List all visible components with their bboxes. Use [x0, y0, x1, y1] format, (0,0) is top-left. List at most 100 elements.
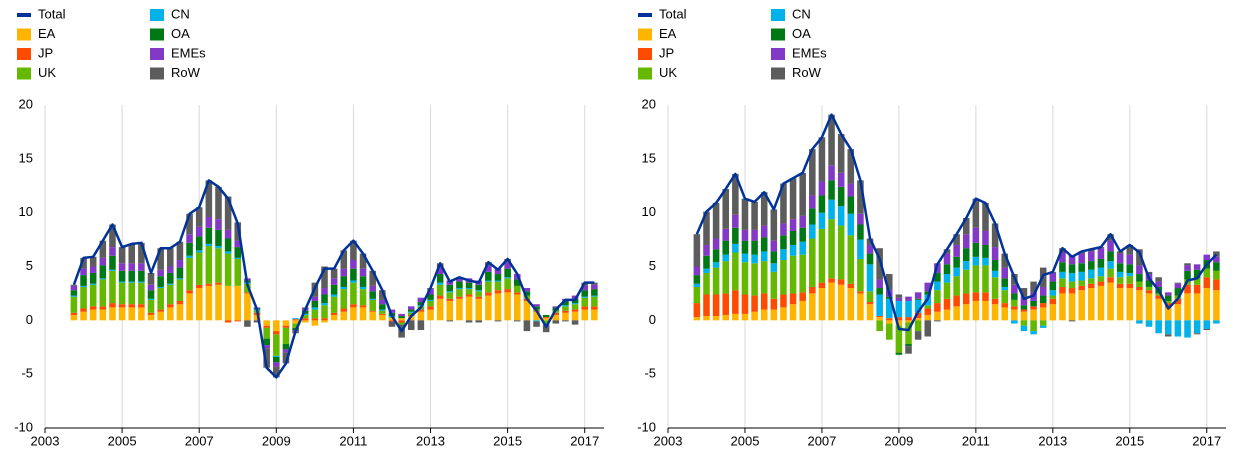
- bar-segment: [80, 275, 87, 286]
- bar-segment: [388, 318, 396, 321]
- bar-segment: [809, 208, 816, 225]
- bar-segment: [542, 323, 550, 325]
- bar-segment: [436, 282, 444, 285]
- bar-segment: [1088, 283, 1095, 289]
- bar-segment: [542, 325, 550, 333]
- bar-segment: [1155, 277, 1162, 282]
- bar-segment: [128, 282, 136, 305]
- bar-segment: [388, 309, 396, 313]
- bar-segment: [751, 311, 758, 321]
- bar-segment: [1088, 261, 1095, 270]
- bar-segment: [1174, 282, 1182, 284]
- bar-segment: [282, 349, 290, 353]
- bar-segment: [465, 282, 473, 289]
- bar-segment: [485, 295, 492, 321]
- bar-segment: [886, 320, 893, 324]
- bar-segment: [379, 299, 386, 305]
- bar-segment: [379, 290, 386, 300]
- bar-segment: [321, 320, 328, 323]
- bar-segment: [1020, 320, 1028, 326]
- bar-segment: [273, 362, 280, 367]
- bar-segment: [962, 234, 970, 249]
- bar-segment: [1049, 272, 1057, 282]
- bar-segment: [837, 172, 845, 187]
- bar-segment: [780, 294, 787, 308]
- bar-segment: [224, 320, 232, 323]
- bar-segment: [591, 289, 598, 296]
- bar-segment: [1097, 285, 1105, 321]
- bar-segment: [176, 267, 184, 279]
- bar-segment: [1088, 278, 1095, 284]
- bar-segment: [982, 300, 989, 321]
- bar-segment: [1030, 300, 1037, 307]
- bar-segment: [1049, 304, 1057, 321]
- bar-segment: [1078, 285, 1085, 291]
- x-tick-label: 2005: [108, 433, 137, 448]
- bar-segment: [962, 218, 970, 235]
- bar-segment: [205, 216, 213, 228]
- bar-segment: [446, 320, 454, 322]
- bar-segment: [866, 304, 874, 321]
- bar-segment: [99, 278, 107, 280]
- bar-segment: [837, 225, 845, 280]
- bar-segment: [417, 320, 425, 331]
- legend-swatch: [150, 28, 164, 41]
- bar-segment: [70, 290, 78, 296]
- bar-segment: [167, 266, 174, 273]
- bar-segment: [186, 242, 193, 256]
- bar-segment: [273, 334, 280, 356]
- bar-segment: [1107, 240, 1114, 252]
- bar-segment: [301, 318, 309, 321]
- bar-segment: [943, 264, 951, 275]
- bar-segment: [837, 279, 845, 285]
- bar-segment: [224, 251, 232, 254]
- bar-segment: [465, 289, 473, 295]
- bar-segment: [741, 240, 749, 254]
- bar-segment: [138, 282, 145, 305]
- bar-segment: [953, 244, 960, 257]
- bar-segment: [962, 261, 970, 270]
- bar-segment: [741, 229, 749, 241]
- bar-segment: [703, 255, 710, 269]
- bar-segment: [847, 183, 855, 197]
- bar-segment: [195, 236, 203, 251]
- bar-segment: [89, 256, 97, 267]
- bar-segment: [388, 321, 396, 327]
- bar-segment: [703, 244, 710, 256]
- x-tick-label: 2007: [185, 433, 214, 448]
- bar-segment: [494, 281, 502, 291]
- bar-segment: [751, 254, 758, 264]
- bar-segment: [924, 291, 932, 295]
- bar-segment: [876, 294, 883, 317]
- bar-segment: [80, 311, 87, 321]
- bar-segment: [1174, 304, 1182, 321]
- bar-segment: [693, 317, 701, 321]
- x-tick-label: 2009: [262, 433, 291, 448]
- bar-segment: [70, 314, 78, 321]
- bar-segment: [147, 314, 155, 321]
- bar-segment: [1001, 307, 1008, 321]
- bar-segment: [581, 296, 589, 298]
- bar-segment: [924, 314, 932, 321]
- bar-segment: [809, 286, 816, 294]
- bar-segment: [1184, 263, 1191, 266]
- bar-segment: [99, 240, 107, 258]
- bar-segment: [1049, 298, 1057, 305]
- legend-label: CN: [171, 6, 190, 21]
- bar-segment: [138, 263, 145, 271]
- bar-segment: [1126, 264, 1134, 273]
- bar-segment: [186, 234, 193, 243]
- bar-segment: [828, 114, 835, 166]
- bar-segment: [1097, 267, 1105, 277]
- bar-segment: [866, 264, 874, 292]
- bar-segment: [118, 263, 126, 271]
- bar-segment: [571, 309, 579, 312]
- bar-segment: [562, 310, 569, 313]
- bar-segment: [760, 237, 768, 252]
- bar-segment: [311, 296, 319, 301]
- bar-segment: [703, 272, 710, 295]
- bar-segment: [1001, 267, 1008, 279]
- bar-segment: [591, 282, 598, 285]
- bar-segment: [128, 304, 136, 308]
- bar-segment: [693, 283, 701, 287]
